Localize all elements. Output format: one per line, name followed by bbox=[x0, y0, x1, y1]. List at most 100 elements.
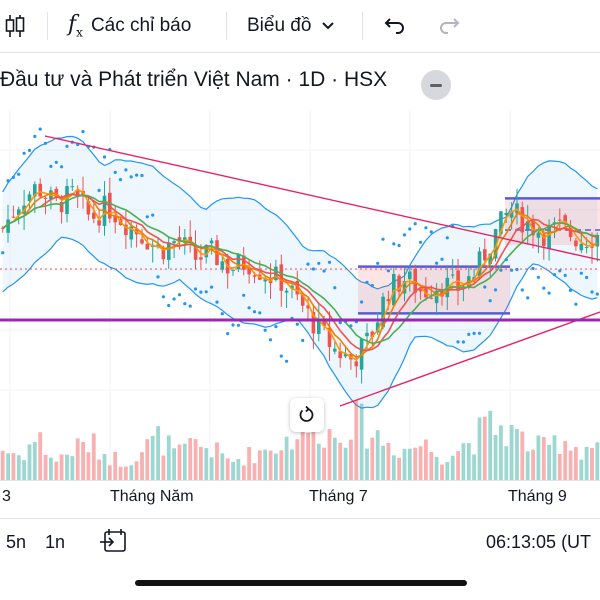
candles-icon[interactable] bbox=[4, 0, 26, 52]
candle-body bbox=[499, 211, 503, 234]
volume-bar bbox=[16, 455, 21, 480]
collapse-legend-button[interactable] bbox=[421, 70, 451, 100]
volume-bar bbox=[65, 454, 69, 480]
candle-body bbox=[92, 212, 96, 219]
sar-dot bbox=[247, 306, 251, 310]
candle-body bbox=[338, 351, 342, 359]
volume-bar bbox=[316, 443, 321, 480]
candle-body bbox=[86, 201, 91, 215]
volume-bar bbox=[354, 400, 359, 480]
sar-dot bbox=[349, 324, 353, 328]
volume-bar bbox=[434, 457, 439, 480]
candle-body bbox=[177, 237, 182, 242]
volume-bar bbox=[284, 436, 289, 480]
volume-bar bbox=[209, 457, 214, 480]
volume-bar bbox=[595, 442, 600, 480]
volume-bar bbox=[236, 459, 241, 480]
calendar-arrow-icon bbox=[100, 529, 126, 552]
sar-dot bbox=[113, 170, 117, 174]
volume-bar bbox=[424, 439, 428, 480]
volume-bar bbox=[279, 450, 284, 480]
candle-body bbox=[327, 327, 332, 348]
chart-type-button[interactable]: Biểu đồ bbox=[247, 0, 335, 52]
sar-dot bbox=[156, 275, 160, 279]
home-indicator bbox=[135, 580, 467, 586]
volume-bar bbox=[145, 439, 150, 480]
volume-bar bbox=[11, 453, 16, 480]
volume-bar bbox=[493, 435, 498, 480]
candle-body bbox=[375, 322, 380, 333]
moving-average-line bbox=[2, 193, 598, 352]
candle-body bbox=[311, 311, 316, 334]
sar-dot bbox=[151, 213, 155, 217]
indicators-label: Các chỉ báo bbox=[90, 15, 192, 36]
volume-bar bbox=[391, 455, 396, 480]
candle-body bbox=[488, 253, 492, 265]
sar-dot bbox=[370, 283, 374, 288]
candle-body bbox=[11, 216, 16, 218]
range-5n-button[interactable]: 5n bbox=[6, 532, 27, 552]
sar-dot bbox=[311, 267, 315, 271]
sar-dot bbox=[43, 141, 48, 145]
volume-bar bbox=[338, 442, 343, 480]
reset-icon bbox=[299, 406, 314, 422]
sar-dot bbox=[574, 302, 578, 306]
volume-bar bbox=[75, 438, 80, 480]
candle-body bbox=[17, 209, 21, 215]
sar-dot bbox=[226, 332, 230, 336]
volume-bar bbox=[504, 446, 509, 480]
sar-dot bbox=[172, 297, 176, 301]
undo-button[interactable] bbox=[384, 0, 406, 52]
sar-dot bbox=[392, 242, 396, 246]
candle-body bbox=[354, 361, 359, 367]
volume-bar bbox=[499, 425, 503, 480]
candle-body bbox=[306, 305, 310, 309]
sar-dot bbox=[429, 230, 433, 234]
sar-dot bbox=[38, 127, 42, 131]
reset-chart-button[interactable] bbox=[290, 398, 324, 432]
sar-dot bbox=[536, 275, 541, 279]
redo-button[interactable] bbox=[438, 0, 460, 52]
volume-bar bbox=[386, 442, 391, 480]
moving-averages bbox=[2, 188, 598, 361]
sar-dot bbox=[456, 340, 460, 344]
sar-dot bbox=[585, 275, 589, 280]
volume-bar bbox=[166, 435, 171, 480]
volume-bar bbox=[59, 454, 64, 480]
sar-dot bbox=[386, 269, 390, 273]
symbol-title: Đầu tư và Phát triển Việt Nam · 1D · HSX bbox=[0, 68, 388, 91]
minus-icon bbox=[430, 83, 442, 87]
candle-body bbox=[263, 279, 267, 282]
sar-dot bbox=[258, 311, 262, 315]
volume-bar bbox=[477, 417, 482, 480]
x-tick-label: Tháng 7 bbox=[309, 488, 368, 505]
volume-bar bbox=[140, 452, 144, 480]
volume-bar bbox=[547, 444, 551, 480]
indicators-button[interactable]: fx Các chỉ báo bbox=[68, 0, 191, 52]
function-icon: fx bbox=[68, 12, 83, 40]
sar-dot bbox=[188, 304, 192, 308]
sar-dot bbox=[27, 148, 32, 152]
sar-dot bbox=[285, 359, 289, 363]
volume-bar bbox=[220, 453, 225, 480]
volume-bar bbox=[445, 462, 450, 480]
sar-dot bbox=[204, 290, 208, 294]
sar-dot bbox=[552, 273, 557, 277]
goto-date-button[interactable] bbox=[99, 528, 127, 559]
price-chart[interactable] bbox=[0, 110, 600, 480]
sar-dot bbox=[167, 303, 171, 308]
sar-dot bbox=[279, 354, 283, 358]
candle-body bbox=[525, 221, 530, 230]
sar-dot bbox=[579, 271, 583, 275]
sar-dot bbox=[124, 168, 128, 172]
candle-body bbox=[413, 268, 417, 293]
volume-bar bbox=[343, 447, 348, 480]
candle-body bbox=[231, 270, 235, 271]
volume-bar bbox=[327, 429, 332, 480]
range-1n-button[interactable]: 1n bbox=[45, 532, 66, 552]
sar-dot bbox=[295, 322, 299, 326]
candle-body bbox=[563, 215, 567, 223]
sar-dot bbox=[445, 236, 449, 240]
candle-body bbox=[477, 251, 482, 276]
sar-dot bbox=[193, 287, 198, 291]
